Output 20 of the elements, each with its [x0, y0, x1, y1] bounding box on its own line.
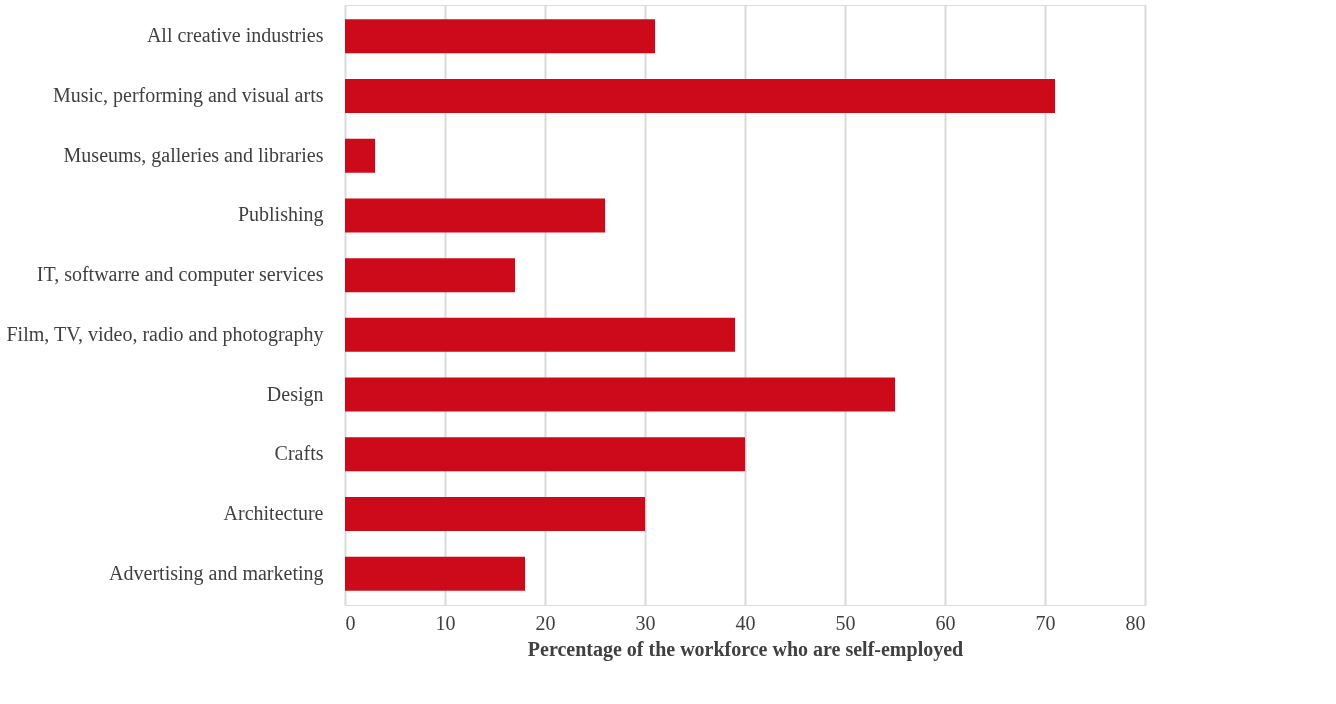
y-tick-label: Museums, galleries and libraries — [63, 143, 324, 167]
x-tick-label: 10 — [435, 611, 456, 634]
x-tick-label: 60 — [935, 611, 956, 634]
x-tick-label: 40 — [735, 611, 756, 634]
y-tick-label: Architecture — [223, 501, 324, 524]
y-tick-label: IT, softwarre and computer services — [36, 263, 324, 287]
x-tick-label: 30 — [635, 611, 656, 634]
y-tick-label: Crafts — [274, 442, 324, 465]
x-tick-label: 70 — [1035, 611, 1056, 634]
y-tick-label: Design — [266, 382, 324, 406]
y-tick-label: All creative industries — [146, 24, 324, 47]
y-tick-label: Publishing — [237, 203, 324, 227]
x-tick-label: 0 — [345, 611, 356, 634]
x-tick-label: 80 — [1125, 611, 1146, 634]
x-tick-label: 50 — [835, 611, 856, 634]
y-tick-label: Film, TV, video, radio and photography — [6, 322, 324, 346]
x-axis-title: Percentage of the workforce who are self-employed — [527, 637, 964, 661]
x-tick-label: 20 — [535, 611, 556, 634]
y-tick-label: Music, performing and visual arts — [53, 84, 324, 108]
y-tick-label: Advertising and marketing — [109, 561, 324, 585]
